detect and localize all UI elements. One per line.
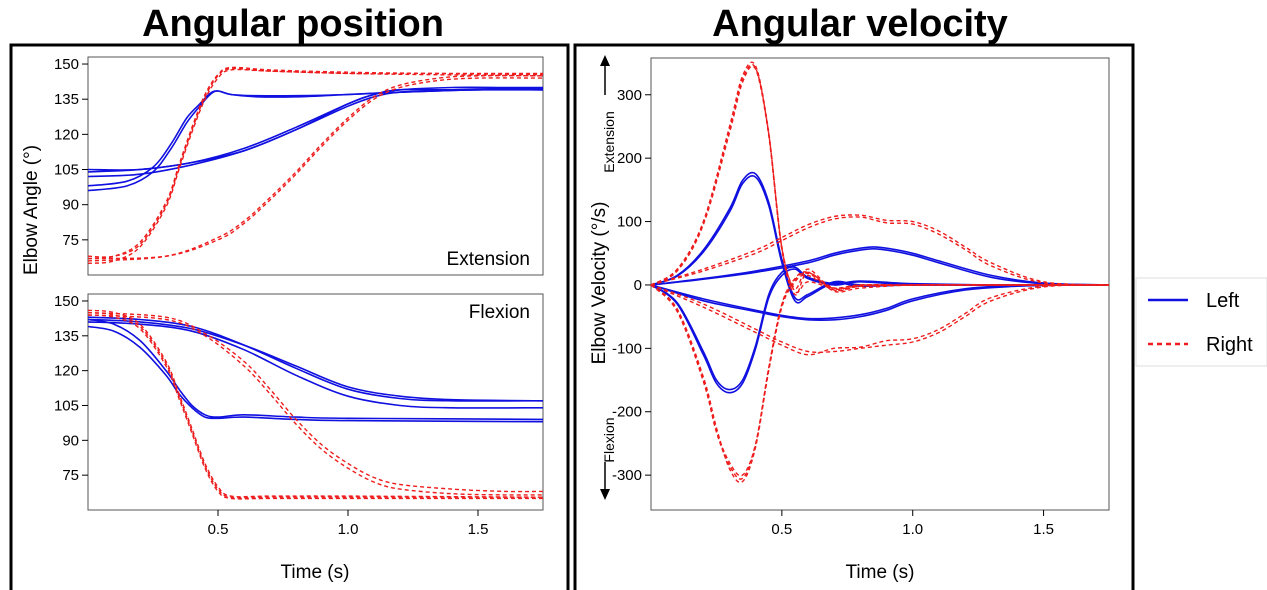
x-tick-label: 1.0 bbox=[338, 521, 359, 538]
y-axis-label: Elbow Velocity (°/s) bbox=[589, 202, 610, 365]
series-line-left bbox=[87, 318, 544, 421]
y-tick-label: 135 bbox=[54, 328, 79, 345]
x-tick-label: 0.5 bbox=[771, 521, 792, 538]
series-line-right bbox=[87, 66, 544, 260]
series-line-right bbox=[87, 314, 543, 500]
series-line-right bbox=[650, 214, 1110, 286]
left-frame bbox=[9, 43, 570, 590]
series-line-left bbox=[87, 88, 543, 173]
series-line-left bbox=[650, 284, 1110, 320]
series-line-right bbox=[650, 61, 1109, 294]
flexion-position-panel: 75 90 105 120 135 150 0.5 1.0 1.5 Flexion Time (s) bbox=[54, 293, 544, 583]
extension-direction-label: Extension bbox=[601, 111, 617, 172]
x-axis-label: Time (s) bbox=[281, 562, 350, 583]
series-line-left bbox=[650, 266, 1110, 391]
legend-left-label: Left bbox=[1206, 290, 1240, 312]
extension-position-panel: 75 90 105 120 135 150 Extension bbox=[54, 56, 544, 276]
legend-box bbox=[1135, 277, 1267, 367]
panel-label: Extension bbox=[447, 249, 530, 270]
y-tick-label: 300 bbox=[617, 87, 642, 104]
series-line-left bbox=[650, 246, 1110, 286]
y-tick-label: 75 bbox=[62, 232, 79, 249]
flexion-arrow-icon bbox=[600, 462, 610, 500]
right-frame bbox=[573, 43, 1135, 590]
extension-arrow-icon bbox=[600, 55, 610, 95]
y-tick-label: 120 bbox=[54, 126, 79, 143]
series-line-right bbox=[87, 311, 544, 493]
y-tick-label: 105 bbox=[54, 162, 79, 179]
x-axis-label: Time (s) bbox=[846, 562, 915, 583]
series-line-left bbox=[87, 316, 544, 402]
series-line-left bbox=[87, 86, 543, 171]
y-tick-label: 90 bbox=[62, 197, 79, 214]
series-line-left bbox=[87, 318, 544, 402]
x-tick-label: 0.5 bbox=[208, 521, 229, 538]
y-tick-label: 0 bbox=[634, 277, 642, 294]
y-tick-label: 150 bbox=[54, 56, 79, 73]
y-tick-label: 90 bbox=[62, 432, 79, 449]
series-line-right bbox=[650, 284, 1110, 354]
y-tick-label: -100 bbox=[612, 340, 642, 357]
y-tick-label: 75 bbox=[62, 467, 79, 484]
x-tick-label: 1.0 bbox=[902, 521, 923, 538]
series-line-right bbox=[87, 314, 544, 496]
plot-area bbox=[87, 56, 544, 276]
series-line-right bbox=[87, 74, 544, 262]
legend-right-label: Right bbox=[1206, 334, 1253, 356]
series-line-right bbox=[650, 216, 1110, 286]
x-tick-label: 1.5 bbox=[1033, 521, 1054, 538]
series-line-left bbox=[650, 247, 1110, 286]
y-tick-label: 105 bbox=[54, 397, 79, 414]
series-line-right bbox=[87, 311, 543, 499]
y-tick-label: -200 bbox=[612, 404, 642, 421]
legend: Left Right bbox=[1135, 277, 1267, 367]
series-line-right bbox=[87, 68, 544, 264]
title-angular-position: Angular position bbox=[142, 3, 444, 45]
series-line-right bbox=[650, 63, 1109, 292]
y-tick-label: 135 bbox=[54, 91, 79, 108]
y-tick-label: 120 bbox=[54, 363, 79, 380]
series-line-left bbox=[87, 325, 544, 423]
y-tick-label: 150 bbox=[54, 293, 79, 310]
plot-area bbox=[650, 57, 1110, 511]
flexion-direction-label: Flexion bbox=[601, 417, 617, 462]
series-line-left bbox=[87, 321, 544, 409]
series-line-right bbox=[650, 272, 1109, 480]
series-line-right bbox=[650, 65, 1109, 296]
series-line-right bbox=[650, 284, 1110, 356]
y-tick-label: 200 bbox=[617, 150, 642, 167]
series-line-left bbox=[87, 88, 544, 192]
series-line-right bbox=[87, 77, 544, 260]
title-angular-velocity: Angular velocity bbox=[712, 3, 1008, 45]
elbow-angle-ylabel: Elbow Angle (°) bbox=[21, 145, 42, 275]
series-line-right bbox=[87, 309, 544, 498]
panel-label: Flexion bbox=[469, 302, 530, 323]
x-tick-label: 1.5 bbox=[468, 521, 489, 538]
y-tick-label: -300 bbox=[612, 467, 642, 484]
series-line-right bbox=[650, 274, 1109, 484]
y-tick-label: 100 bbox=[617, 214, 642, 231]
plot-area bbox=[87, 293, 544, 511]
velocity-panel: -300 -200 -100 0 100 200 300 0.5 1.0 1.5 Time (s) E… bbox=[589, 57, 1110, 583]
